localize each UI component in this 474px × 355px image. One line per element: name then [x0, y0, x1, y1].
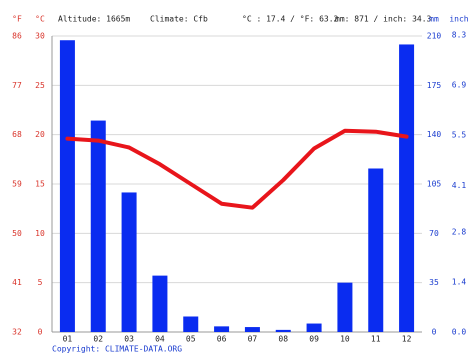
- precipitation-summary: mm: 871 / inch: 34.3: [335, 15, 432, 24]
- climate: Climate: Cfb: [150, 15, 208, 24]
- bar: [399, 44, 415, 332]
- bar: [214, 326, 230, 332]
- bar: [244, 327, 260, 332]
- x-tick-label: 04: [155, 335, 165, 344]
- x-tick-label: 08: [278, 335, 288, 344]
- f-tick-label: 41: [12, 278, 22, 287]
- inch-tick-label: 2.8: [452, 227, 467, 236]
- temperature-summary: °C : 17.4 / °F: 63.2: [242, 15, 339, 24]
- copyright: Copyright: CLIMATE-DATA.ORG: [52, 345, 182, 354]
- bar: [152, 275, 168, 332]
- bar: [121, 192, 137, 332]
- x-tick-label: 10: [340, 335, 350, 344]
- bar: [368, 168, 384, 332]
- inch-tick-label: 5.5: [452, 131, 467, 140]
- x-tick-label: 06: [217, 335, 227, 344]
- c-tick-label: 30: [35, 32, 45, 41]
- inch-unit: inch: [449, 15, 468, 24]
- mm-tick-label: 140: [427, 130, 442, 139]
- bar: [275, 329, 291, 332]
- c-unit: °C: [35, 15, 45, 24]
- x-tick-label: 07: [248, 335, 258, 344]
- mm-tick-label: 105: [427, 180, 442, 189]
- inch-tick-label: 1.4: [452, 277, 467, 286]
- f-tick-label: 59: [12, 180, 22, 189]
- inch-tick-label: 6.9: [452, 81, 467, 90]
- bar: [90, 120, 106, 332]
- c-tick-label: 15: [35, 180, 45, 189]
- f-tick-label: 50: [12, 229, 22, 238]
- f-tick-label: 68: [12, 130, 22, 139]
- x-tick-label: 01: [63, 335, 73, 344]
- f-tick-label: 32: [12, 328, 22, 337]
- c-tick-label: 25: [35, 81, 45, 90]
- c-tick-label: 20: [35, 130, 45, 139]
- mm-tick-label: 0: [432, 328, 437, 337]
- f-tick-label: 77: [12, 81, 22, 90]
- altitude: Altitude: 1665m: [58, 15, 130, 24]
- mm-tick-label: 175: [427, 81, 442, 90]
- f-tick-label: 86: [12, 32, 22, 41]
- bar: [183, 316, 199, 332]
- inch-tick-label: 0.0: [452, 328, 467, 337]
- inch-tick-label: 4.1: [452, 181, 467, 190]
- mm-tick-label: 70: [429, 229, 439, 238]
- x-tick-label: 11: [371, 335, 381, 344]
- temperature-line: [65, 128, 409, 210]
- mm-unit: mm: [429, 15, 439, 24]
- c-tick-label: 0: [38, 328, 43, 337]
- c-tick-label: 10: [35, 229, 45, 238]
- x-tick-label: 12: [402, 335, 412, 344]
- x-tick-label: 02: [93, 335, 103, 344]
- f-unit: °F: [12, 15, 22, 24]
- x-tick-label: 05: [186, 335, 196, 344]
- x-tick-label: 03: [124, 335, 134, 344]
- x-tick-label: 09: [309, 335, 319, 344]
- inch-tick-label: 8.3: [452, 30, 467, 39]
- mm-tick-label: 210: [427, 32, 442, 41]
- c-tick-label: 5: [38, 278, 43, 287]
- bar: [306, 323, 322, 332]
- bar: [337, 282, 353, 332]
- mm-tick-label: 35: [429, 278, 439, 287]
- bar: [59, 40, 75, 332]
